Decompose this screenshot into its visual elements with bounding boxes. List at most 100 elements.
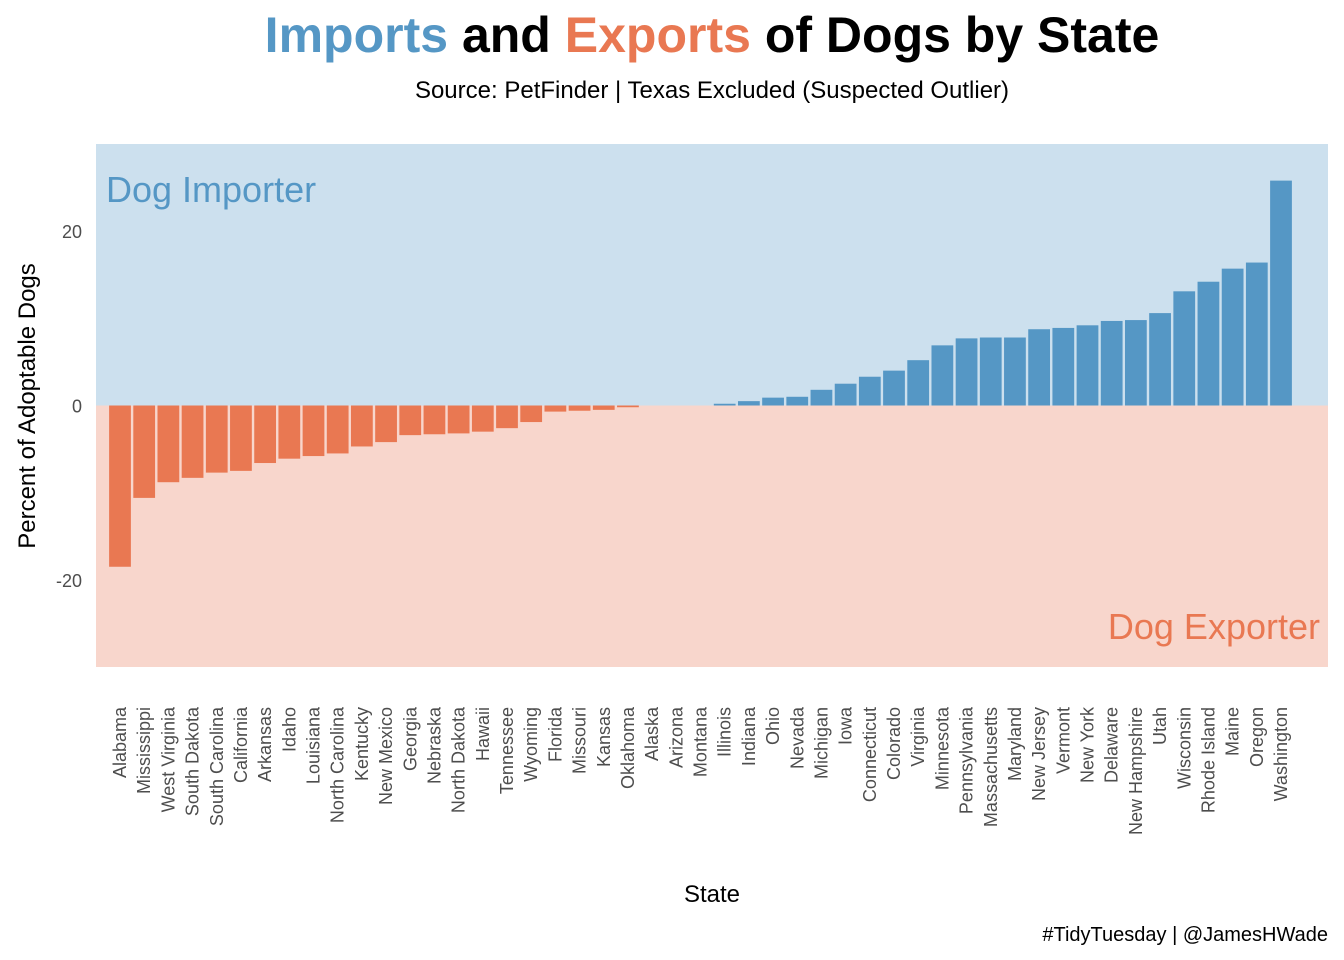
bar xyxy=(713,403,736,406)
title-and: and xyxy=(462,7,551,63)
title-rest: of Dogs by State xyxy=(765,7,1159,63)
x-tick-label: Indiana xyxy=(739,706,759,766)
subtitle: Source: PetFinder | Texas Excluded (Susp… xyxy=(415,77,1009,104)
bar xyxy=(254,405,277,464)
bar xyxy=(858,376,881,406)
x-tick-label: Arkansas xyxy=(255,707,275,782)
bar xyxy=(1076,325,1099,406)
bar xyxy=(471,405,494,432)
x-tick-label: Colorado xyxy=(884,707,904,780)
bar xyxy=(1028,329,1051,406)
bar xyxy=(1221,268,1244,406)
x-tick-label: Iowa xyxy=(836,706,856,745)
y-tick-label: 0 xyxy=(72,397,82,417)
x-tick-label: North Carolina xyxy=(328,706,348,823)
bar xyxy=(1004,337,1026,406)
x-tick-label: Massachusetts xyxy=(981,707,1001,827)
x-tick-label: Utah xyxy=(1150,707,1170,745)
chart-title: Imports and Exports of Dogs by State xyxy=(265,7,1160,63)
x-tick-label: Rhode Island xyxy=(1198,707,1218,813)
x-tick-label: West Virginia xyxy=(158,706,178,812)
bar xyxy=(907,360,930,406)
x-tick-label: Ohio xyxy=(763,707,783,745)
x-tick-label: South Dakota xyxy=(183,706,203,816)
bar xyxy=(931,345,954,406)
importer-annotation: Dog Importer xyxy=(106,169,316,210)
bar xyxy=(181,405,204,478)
bar xyxy=(762,397,784,406)
x-tick-label: Florida xyxy=(545,706,565,762)
x-tick-label: Alaska xyxy=(642,706,662,761)
y-tick-label: -20 xyxy=(56,571,82,591)
x-axis-label: State xyxy=(684,881,740,908)
bar xyxy=(1245,262,1268,406)
x-tick-label: New York xyxy=(1078,706,1098,783)
y-axis-label: Percent of Adoptable Dogs xyxy=(14,263,41,549)
bar xyxy=(133,405,156,498)
bar xyxy=(544,405,567,412)
bar xyxy=(1270,180,1292,406)
bar xyxy=(350,405,373,447)
x-tick-label: Georgia xyxy=(400,706,420,771)
importer-region xyxy=(96,144,1328,406)
bar xyxy=(326,405,349,454)
x-tick-label: Missouri xyxy=(570,707,590,774)
bar xyxy=(1100,320,1123,406)
exporter-region xyxy=(96,405,1328,667)
bar xyxy=(617,405,639,408)
x-tick-label: Maine xyxy=(1223,707,1243,756)
x-tick-label: Minnesota xyxy=(932,706,952,790)
x-tick-label: Delaware xyxy=(1102,707,1122,783)
bar xyxy=(979,337,1002,406)
bar xyxy=(278,405,301,459)
bar xyxy=(568,405,591,411)
bar xyxy=(834,383,857,406)
title-exports: Exports xyxy=(565,7,751,63)
title-imports: Imports xyxy=(265,7,448,63)
x-tick-label: Hawaii xyxy=(473,707,493,761)
bar xyxy=(447,405,470,434)
bar xyxy=(1173,291,1196,406)
x-tick-label: Washington xyxy=(1271,707,1291,801)
x-tick-label: Louisiana xyxy=(304,706,324,784)
x-tick-label: Maryland xyxy=(1005,707,1025,781)
x-tick-label: Wisconsin xyxy=(1174,707,1194,789)
bar xyxy=(230,405,252,471)
x-tick-label: Alabama xyxy=(110,706,130,778)
bar xyxy=(592,405,615,410)
x-tick-label: Virginia xyxy=(908,706,928,767)
x-tick-label: Connecticut xyxy=(860,707,880,802)
bar xyxy=(1052,327,1075,406)
x-tick-label: Montana xyxy=(691,706,711,777)
bar xyxy=(1197,281,1220,406)
bar xyxy=(810,389,833,406)
y-tick-label: 20 xyxy=(62,222,82,242)
exporter-annotation: Dog Exporter xyxy=(1108,606,1320,647)
bar xyxy=(520,405,543,423)
bar xyxy=(205,405,228,473)
x-tick-label: Vermont xyxy=(1053,707,1073,774)
bar xyxy=(375,405,397,443)
x-tick-label: Illinois xyxy=(715,707,735,757)
bar xyxy=(109,405,131,567)
bar xyxy=(423,405,446,435)
x-tick-label: Idaho xyxy=(279,707,299,752)
bar xyxy=(786,396,809,406)
bar xyxy=(1124,320,1147,406)
x-tick-label: Pennsylvania xyxy=(957,706,977,814)
x-tick-label: Arizona xyxy=(666,706,686,768)
x-tick-label: New Mexico xyxy=(376,707,396,805)
x-tick-label: Oregon xyxy=(1247,707,1267,767)
bar xyxy=(883,370,905,406)
x-tick-label: North Dakota xyxy=(449,706,469,813)
x-tick-label: Mississippi xyxy=(134,707,154,794)
x-tick-label: Kentucky xyxy=(352,707,372,781)
bar xyxy=(302,405,325,457)
x-tick-label: South Carolina xyxy=(207,706,227,826)
x-tick-label: Michigan xyxy=(811,707,831,779)
bar xyxy=(157,405,180,483)
x-tick-label: Tennessee xyxy=(497,707,517,794)
x-tick-label: Nebraska xyxy=(424,706,444,784)
